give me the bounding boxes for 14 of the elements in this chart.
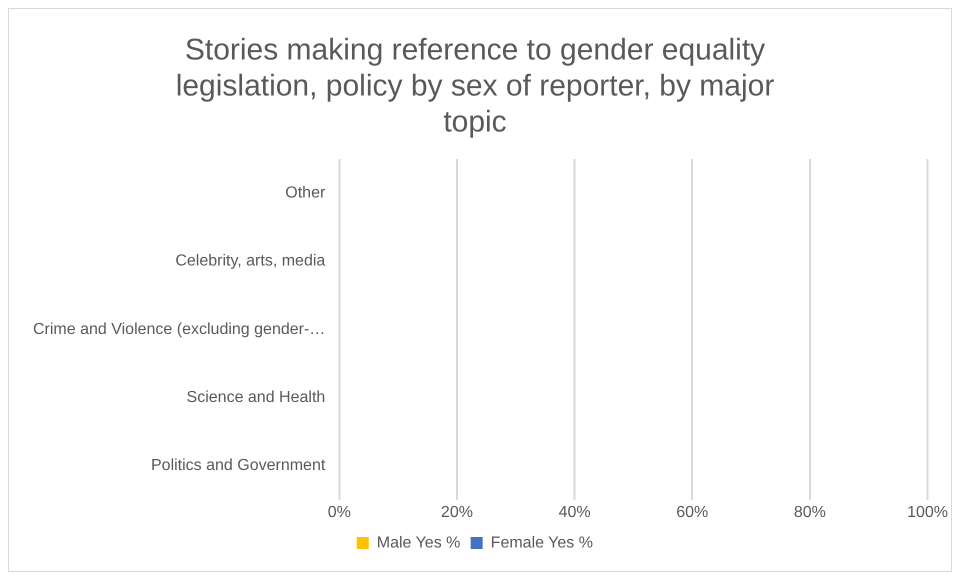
x-tick-label: 20% [440,504,473,521]
x-tick-label: 0% [328,504,351,521]
y-tick-label: Politics and Government [150,457,326,474]
y-tick-label: Celebrity, arts, media [175,252,326,270]
x-tick-label: 40% [558,504,591,521]
y-tick-label: Science and Health [186,388,326,406]
y-tick-label: Crime and Violence (excluding gender-… [32,320,326,338]
chart-title: Stories making reference to gender equality legislation, policy by sex of reporter, by major topic [176,33,774,138]
x-tick-label: 80% [794,504,826,521]
x-tick-label: 60% [676,504,708,521]
legend-label: Female Yes % [490,534,593,552]
y-tick-label: Other [285,184,326,202]
x-tick-label: 100% [907,504,948,521]
legend-label: Male Yes % [376,534,460,552]
